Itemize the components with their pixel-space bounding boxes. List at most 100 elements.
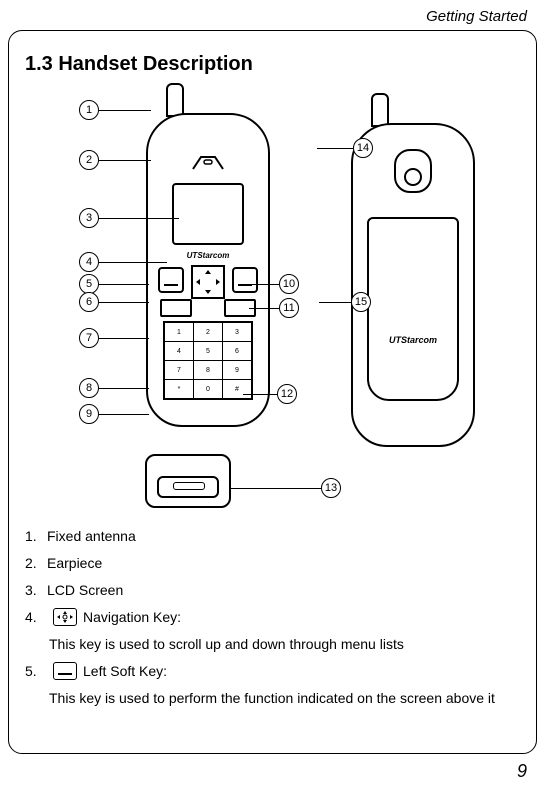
- callout-number-icon: 10: [279, 274, 299, 294]
- page-frame: 1.3 Handset Description UTStarcom: [8, 30, 537, 754]
- brand-label-front: UTStarcom: [187, 251, 230, 260]
- item-number: 4.: [25, 609, 47, 626]
- callout-line: [99, 338, 149, 339]
- callout-line: [99, 110, 151, 111]
- earpiece-icon: [191, 155, 225, 171]
- item-number: 1.: [25, 528, 47, 545]
- callout-3: 3: [79, 208, 179, 228]
- callout-line: [317, 148, 353, 149]
- callout-number-icon: 5: [79, 274, 99, 294]
- page-header: Getting Started: [426, 8, 527, 25]
- keypad-key: 6: [223, 342, 251, 360]
- item-label: Left Soft Key:: [83, 663, 167, 680]
- antenna-icon: [166, 83, 184, 117]
- keypad-key: 9: [223, 361, 251, 379]
- callout-line: [99, 302, 149, 303]
- callout-6: 6: [79, 292, 149, 312]
- callout-9: 9: [79, 404, 149, 424]
- keypad-row: 456: [165, 342, 251, 361]
- nav-key-icon: [53, 608, 77, 626]
- keypad-key: 4: [165, 342, 194, 360]
- item-label: Navigation Key:: [83, 609, 181, 626]
- callout-number-icon: 4: [79, 252, 99, 272]
- item-description: This key is used to perform the function…: [49, 690, 524, 706]
- camera-icon: [394, 149, 432, 193]
- callout-15: 15: [319, 292, 371, 312]
- callout-line: [99, 388, 149, 389]
- antenna-back-icon: [371, 93, 389, 127]
- callout-number-icon: 12: [277, 384, 297, 404]
- callout-number-icon: 2: [79, 150, 99, 170]
- keypad-key: 1: [165, 323, 194, 341]
- keypad-row: *0#: [165, 380, 251, 398]
- call-key-row: [158, 299, 258, 317]
- keypad-key: 2: [194, 323, 223, 341]
- battery-view: [141, 448, 231, 508]
- handset-diagram: UTStarcom: [21, 88, 524, 518]
- keypad-key: 7: [165, 361, 194, 379]
- lcd-screen-icon: [172, 183, 244, 245]
- callout-number-icon: 7: [79, 328, 99, 348]
- keypad-key: 3: [223, 323, 251, 341]
- item-number: 2.: [25, 555, 47, 572]
- callout-number-icon: 3: [79, 208, 99, 228]
- callout-7: 7: [79, 328, 149, 348]
- item-description: This key is used to scroll up and down t…: [49, 636, 524, 652]
- list-item: 5. Left Soft Key:: [25, 662, 524, 680]
- callout-number-icon: 8: [79, 378, 99, 398]
- callout-2: 2: [79, 150, 151, 170]
- callout-number-icon: 1: [79, 100, 99, 120]
- callout-number-icon: 11: [279, 298, 299, 318]
- section-title: 1.3 Handset Description: [25, 53, 524, 76]
- callout-number-icon: 6: [79, 292, 99, 312]
- callout-8: 8: [79, 378, 149, 398]
- callout-line: [99, 262, 167, 263]
- callout-number-icon: 9: [79, 404, 99, 424]
- keypad-row: 123: [165, 323, 251, 342]
- callout-5: 5: [79, 274, 149, 294]
- keypad: 123456789*0#: [163, 321, 253, 400]
- battery-inner-icon: [157, 476, 219, 498]
- callout-13: 13: [231, 478, 341, 498]
- list-item: 1.Fixed antenna: [25, 528, 524, 545]
- callout-line: [99, 284, 149, 285]
- callout-4: 4: [79, 252, 167, 272]
- keypad-key: *: [165, 380, 194, 398]
- phone-back-view: UTStarcom: [351, 123, 471, 443]
- callout-10: 10: [249, 274, 299, 294]
- callout-line: [249, 308, 279, 309]
- callout-14: 14: [317, 138, 373, 158]
- keypad-key: 0: [194, 380, 223, 398]
- description-list: 1.Fixed antenna2.Earpiece3.LCD Screen4. …: [21, 528, 524, 706]
- battery-cover-icon: [367, 217, 459, 401]
- list-item: 3.LCD Screen: [25, 582, 524, 599]
- callout-1: 1: [79, 100, 151, 120]
- callout-line: [99, 414, 149, 415]
- keypad-row: 789: [165, 361, 251, 380]
- send-key-icon: [160, 299, 192, 317]
- callout-line: [243, 394, 277, 395]
- item-number: 3.: [25, 582, 47, 599]
- callout-number-icon: 15: [351, 292, 371, 312]
- softkey-icon: [53, 662, 77, 680]
- phone-back-body: UTStarcom: [351, 123, 475, 447]
- item-text: LCD Screen: [47, 582, 123, 598]
- callout-12: 12: [243, 384, 297, 404]
- callout-number-icon: 13: [321, 478, 341, 498]
- list-item: 4. Navigation Key:: [25, 608, 524, 626]
- callout-line: [319, 302, 351, 303]
- keypad-key: 5: [194, 342, 223, 360]
- keypad-key: 8: [194, 361, 223, 379]
- page-number: 9: [517, 761, 527, 782]
- callout-line: [249, 284, 279, 285]
- callout-number-icon: 14: [353, 138, 373, 158]
- item-text: Fixed antenna: [47, 528, 136, 544]
- item-text: Earpiece: [47, 555, 102, 571]
- battery-body-icon: [145, 454, 231, 508]
- callout-line: [99, 218, 179, 219]
- callout-line: [99, 160, 151, 161]
- callout-line: [231, 488, 321, 489]
- item-number: 5.: [25, 663, 47, 680]
- callout-11: 11: [249, 298, 299, 318]
- nav-pad-icon: [191, 265, 225, 299]
